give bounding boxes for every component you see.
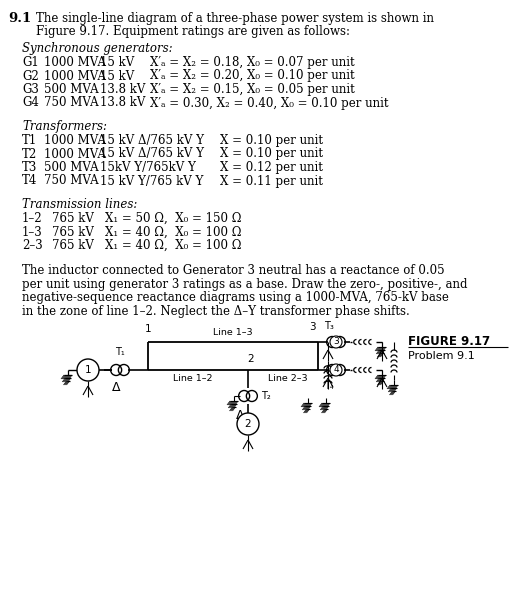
- Text: The inductor connected to Generator 3 neutral has a reactance of 0.05: The inductor connected to Generator 3 ne…: [22, 265, 445, 278]
- Text: 3: 3: [309, 322, 315, 332]
- Text: Line 1–2: Line 1–2: [173, 374, 213, 383]
- Text: FIGURE 9.17: FIGURE 9.17: [408, 335, 490, 348]
- Text: 1000 MVA: 1000 MVA: [44, 56, 106, 69]
- Text: Figure 9.17. Equipment ratings are given as follows:: Figure 9.17. Equipment ratings are given…: [36, 25, 350, 38]
- Text: X′ₐ = 0.30, X₂ = 0.40, X₀ = 0.10 per unit: X′ₐ = 0.30, X₂ = 0.40, X₀ = 0.10 per uni…: [150, 97, 388, 110]
- Text: X′ₐ = X₂ = 0.20, X₀ = 0.10 per unit: X′ₐ = X₂ = 0.20, X₀ = 0.10 per unit: [150, 70, 355, 82]
- Text: T₃: T₃: [324, 321, 334, 331]
- Text: 2: 2: [248, 354, 254, 364]
- Text: X = 0.11 per unit: X = 0.11 per unit: [220, 175, 323, 188]
- Text: 500 MVA: 500 MVA: [44, 161, 99, 174]
- Text: G2: G2: [22, 70, 39, 82]
- Text: X = 0.10 per unit: X = 0.10 per unit: [220, 134, 323, 147]
- Text: in the zone of line 1–2. Neglect the Δ–Y transformer phase shifts.: in the zone of line 1–2. Neglect the Δ–Y…: [22, 305, 410, 318]
- Text: Line 1–3: Line 1–3: [213, 328, 253, 337]
- Text: 15 kV Y/765 kV Y: 15 kV Y/765 kV Y: [100, 175, 203, 188]
- Text: 15 kV: 15 kV: [100, 56, 134, 69]
- Text: T3: T3: [22, 161, 37, 174]
- Text: T1: T1: [22, 134, 37, 147]
- Text: 500 MVA: 500 MVA: [44, 83, 99, 96]
- Text: 750 MVA: 750 MVA: [44, 175, 99, 188]
- Text: 15 kV Δ/765 kV Y: 15 kV Δ/765 kV Y: [100, 134, 204, 147]
- Text: G4: G4: [22, 97, 39, 110]
- Text: 4: 4: [333, 365, 339, 374]
- Text: negative-sequence reactance diagrams using a 1000-MVA, 765-kV base: negative-sequence reactance diagrams usi…: [22, 291, 449, 305]
- Text: 1000 MVA: 1000 MVA: [44, 70, 106, 82]
- Text: Problem 9.1: Problem 9.1: [408, 351, 475, 361]
- Text: 15 kV: 15 kV: [100, 70, 134, 82]
- Text: The single-line diagram of a three-phase power system is shown in: The single-line diagram of a three-phase…: [36, 12, 434, 25]
- Text: 9.1: 9.1: [8, 12, 31, 25]
- Text: per unit using generator 3 ratings as a base. Draw the zero-, positive-, and: per unit using generator 3 ratings as a …: [22, 278, 467, 291]
- Text: X₁ = 40 Ω,  X₀ = 100 Ω: X₁ = 40 Ω, X₀ = 100 Ω: [105, 225, 241, 238]
- Text: 3: 3: [333, 337, 339, 346]
- Text: X₁ = 40 Ω,  X₀ = 100 Ω: X₁ = 40 Ω, X₀ = 100 Ω: [105, 239, 241, 252]
- Text: 765 kV: 765 kV: [52, 239, 94, 252]
- Circle shape: [330, 336, 342, 348]
- Text: T2: T2: [22, 147, 37, 160]
- Text: X = 0.12 per unit: X = 0.12 per unit: [220, 161, 323, 174]
- Circle shape: [330, 364, 342, 376]
- Text: 750 MVA: 750 MVA: [44, 97, 99, 110]
- Text: Δ: Δ: [112, 381, 120, 394]
- Text: 13.8 kV: 13.8 kV: [100, 97, 145, 110]
- Text: X′ₐ = X₂ = 0.18, X₀ = 0.07 per unit: X′ₐ = X₂ = 0.18, X₀ = 0.07 per unit: [150, 56, 355, 69]
- Text: 2–3: 2–3: [22, 239, 43, 252]
- Text: 1–3: 1–3: [22, 225, 43, 238]
- Text: 765 kV: 765 kV: [52, 225, 94, 238]
- Text: X = 0.10 per unit: X = 0.10 per unit: [220, 147, 323, 160]
- Text: Line 2–3: Line 2–3: [268, 374, 308, 383]
- Text: Transmission lines:: Transmission lines:: [22, 198, 138, 211]
- Text: T₁: T₁: [115, 347, 125, 357]
- Text: 15kV Y/765kV Y: 15kV Y/765kV Y: [100, 161, 196, 174]
- Text: T₂: T₂: [261, 391, 271, 401]
- Text: T₄: T₄: [324, 381, 334, 391]
- Text: 1000 MVA: 1000 MVA: [44, 147, 106, 160]
- Text: 765 kV: 765 kV: [52, 212, 94, 225]
- Text: Synchronous generators:: Synchronous generators:: [22, 42, 173, 55]
- Text: Transformers:: Transformers:: [22, 120, 107, 133]
- Text: G1: G1: [22, 56, 39, 69]
- Text: 1: 1: [145, 324, 151, 334]
- Circle shape: [237, 413, 259, 435]
- Text: Δ: Δ: [236, 409, 244, 422]
- Text: X′ₐ = X₂ = 0.15, X₀ = 0.05 per unit: X′ₐ = X₂ = 0.15, X₀ = 0.05 per unit: [150, 83, 355, 96]
- Text: 15 kV Δ/765 kV Y: 15 kV Δ/765 kV Y: [100, 147, 204, 160]
- Text: 1–2: 1–2: [22, 212, 42, 225]
- Text: 2: 2: [245, 419, 251, 429]
- Text: X₁ = 50 Ω,  X₀ = 150 Ω: X₁ = 50 Ω, X₀ = 150 Ω: [105, 212, 241, 225]
- Text: T4: T4: [22, 175, 37, 188]
- Text: 1000 MVA: 1000 MVA: [44, 134, 106, 147]
- Text: 1: 1: [85, 365, 92, 375]
- Circle shape: [77, 359, 99, 381]
- Text: G3: G3: [22, 83, 39, 96]
- Text: 13.8 kV: 13.8 kV: [100, 83, 145, 96]
